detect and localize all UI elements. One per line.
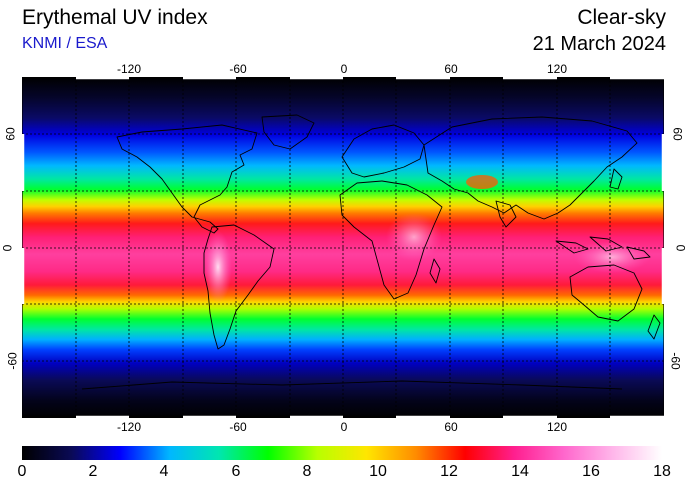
lat-tick-left: 0 xyxy=(0,244,15,252)
colorbar-label: 12 xyxy=(440,463,458,480)
colorbar-label: 16 xyxy=(582,463,600,480)
lon-tick-top: 0 xyxy=(340,62,348,76)
hotspot-africa xyxy=(386,213,442,261)
agency-label: KNMI / ESA xyxy=(22,35,108,52)
lon-tick-bottom: 0 xyxy=(340,420,348,434)
hotspot-maritime xyxy=(574,241,650,273)
lon-tick-top: -120 xyxy=(116,62,142,76)
lat-tick-left: -60 xyxy=(5,352,20,370)
sky-mode-label: Clear-sky xyxy=(577,6,666,29)
colorbar-label: 0 xyxy=(17,463,27,480)
lat-tick-left: 60 xyxy=(3,127,18,141)
lat-tick-right: 0 xyxy=(673,244,688,252)
lon-tick-top: -60 xyxy=(229,62,247,76)
lat-tick-right: -60 xyxy=(668,352,683,370)
asia-coast xyxy=(423,116,638,220)
hotspot-tibet xyxy=(466,175,498,189)
colorbar-label: 14 xyxy=(511,463,529,480)
map-border xyxy=(22,77,664,418)
uv-map-svg xyxy=(22,77,664,418)
lon-tick-top: 60 xyxy=(444,62,458,76)
australia-coast xyxy=(569,264,643,322)
new-zealand-coast xyxy=(647,314,661,340)
lon-tick-top: 120 xyxy=(546,62,568,76)
lat-tick-right: 60 xyxy=(670,127,685,141)
colorbar-label: 8 xyxy=(302,463,312,480)
lon-tick-bottom: 60 xyxy=(444,420,458,434)
madagascar-coast xyxy=(429,258,441,284)
colorbar-label: 18 xyxy=(653,463,671,480)
lon-tick-bottom: -120 xyxy=(116,420,142,434)
south-america-coast xyxy=(203,224,275,350)
uv-index-map[interactable] xyxy=(22,77,664,418)
colorbar-label: 2 xyxy=(88,463,98,480)
hotspot-andes xyxy=(204,231,232,303)
antarctica-coast xyxy=(81,380,623,390)
india-coast xyxy=(495,200,517,228)
colorbar-label: 6 xyxy=(231,463,241,480)
indonesia-coast xyxy=(555,236,651,260)
africa-coast xyxy=(339,180,443,300)
chart-title: Erythemal UV index xyxy=(22,6,208,29)
graticule xyxy=(22,77,664,418)
japan-coast xyxy=(609,168,623,190)
europe-coast xyxy=(341,124,425,178)
greenland-coast xyxy=(261,114,315,150)
uv-colorbar xyxy=(22,446,662,460)
colorbar-label: 4 xyxy=(159,463,169,480)
lon-tick-bottom: -60 xyxy=(229,420,247,434)
colorbar-label: 10 xyxy=(369,463,387,480)
north-america-coast xyxy=(116,124,258,234)
lon-tick-bottom: 120 xyxy=(546,420,568,434)
date-label: 21 March 2024 xyxy=(532,33,666,55)
coastlines xyxy=(81,114,661,390)
